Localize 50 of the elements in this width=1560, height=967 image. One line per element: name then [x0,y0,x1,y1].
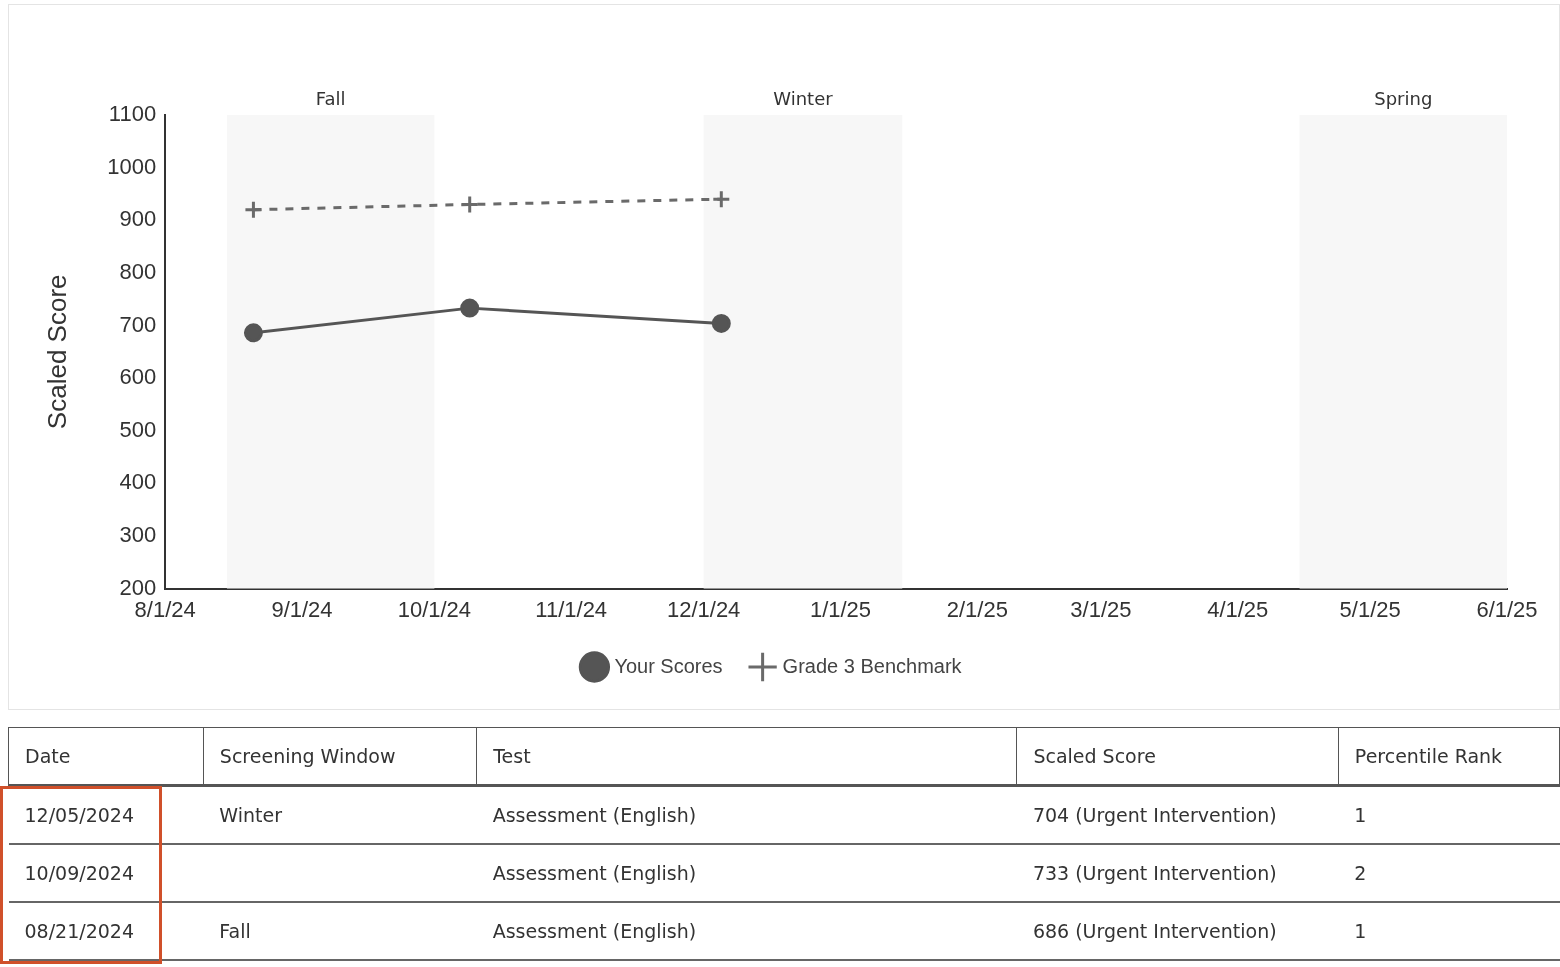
y-tick-label: 1100 [108,101,157,127]
band-label: Fall [315,87,346,109]
text: Date [8,727,204,786]
x-tick-label: 12/1/24 [666,596,741,622]
text: 704 (Urgent Intervention) [1016,785,1339,844]
x-tick-label: 5/1/25 [1339,596,1401,622]
y-tick-label: 300 [119,522,157,548]
text: Fall [203,901,477,960]
y-axis-title: Scaled Score [41,274,72,430]
legend-label: Grade 3 Benchmark [782,654,963,677]
x-tick-label: 10/1/24 [397,596,472,622]
text: 2 [1338,843,1560,902]
point [243,200,263,220]
text: 10/09/2024 [8,843,204,902]
text: 733 (Urgent Intervention) [1016,843,1339,902]
point [711,189,731,209]
y-tick-label: 700 [119,311,157,337]
text: 12/05/2024 [8,785,204,844]
legend-label: Your Scores [614,654,723,677]
text: Screening Window [203,727,477,786]
y-tick-label: 600 [119,364,157,390]
y-tick-label: 400 [119,469,157,495]
text: Percentile Rank [1338,727,1560,786]
x-tick-label: 3/1/25 [1070,596,1132,622]
x-tick-label: 2/1/25 [946,596,1008,622]
x-tick-label: 6/1/25 [1476,596,1538,622]
text: 686 (Urgent Intervention) [1016,901,1339,960]
text: Test [476,727,1017,786]
x-tick-label: 4/1/25 [1207,596,1269,622]
text: Assessment (English) [476,785,1017,844]
y-tick-label: 500 [119,416,157,442]
point [243,323,263,343]
point [460,194,480,214]
text: 1 [1338,901,1560,960]
y-tick-label: 900 [119,206,157,232]
text: Assessment (English) [476,843,1017,902]
text: Assessment (English) [476,901,1017,960]
text: Scaled Score [1016,727,1339,786]
band-label: Winter [773,87,834,109]
point [711,313,731,333]
text: 08/21/2024 [8,901,204,960]
y-tick-label: 1000 [107,153,157,179]
text: 1 [1338,785,1560,844]
text: Winter [203,785,477,844]
x-tick-label: 9/1/24 [271,596,333,622]
band-label: Spring [1374,87,1433,109]
x-tick-label: 1/1/25 [809,596,872,622]
y-tick-label: 800 [119,258,157,284]
x-tick-label: 11/1/24 [535,596,608,622]
point [460,298,480,318]
